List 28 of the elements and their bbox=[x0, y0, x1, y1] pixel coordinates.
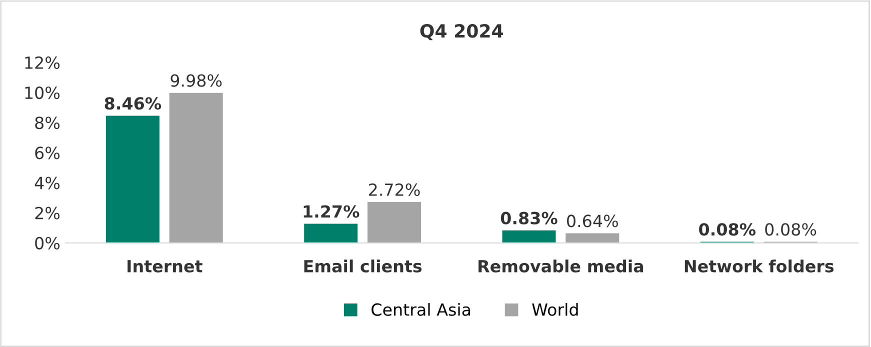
data-label: 8.46% bbox=[104, 97, 162, 110]
bar bbox=[368, 202, 422, 243]
bar bbox=[304, 224, 358, 243]
data-label: 2.72% bbox=[369, 183, 420, 196]
bar bbox=[502, 230, 556, 243]
x-tick-label: Removable media bbox=[478, 260, 644, 272]
data-label: 0.08% bbox=[765, 223, 816, 236]
bar bbox=[566, 233, 620, 243]
chart-title: Q4 2024 bbox=[420, 24, 504, 40]
legend-label: Central Asia bbox=[372, 303, 470, 316]
data-label: 0.83% bbox=[500, 212, 558, 224]
y-tick-label: 2% bbox=[35, 206, 60, 220]
y-tick-label: 4% bbox=[34, 176, 60, 190]
bar bbox=[169, 92, 223, 243]
bar bbox=[106, 116, 160, 243]
data-label: 0.64% bbox=[567, 214, 618, 228]
legend-label: World bbox=[532, 303, 578, 316]
data-label: 9.98% bbox=[170, 74, 222, 87]
data-label: 0.08% bbox=[699, 223, 756, 236]
y-tick-label: 8% bbox=[35, 116, 60, 130]
y-tick-label: 6% bbox=[35, 146, 60, 160]
data-label: 1.27% bbox=[304, 205, 360, 218]
y-tick-label: 0% bbox=[35, 236, 60, 250]
x-tick-label: Network folders bbox=[684, 260, 834, 272]
x-tick-label: Internet bbox=[128, 260, 202, 272]
y-tick-label: 10% bbox=[25, 86, 60, 100]
y-tick-label: 12% bbox=[25, 56, 60, 70]
x-tick-label: Email clients bbox=[304, 260, 422, 272]
